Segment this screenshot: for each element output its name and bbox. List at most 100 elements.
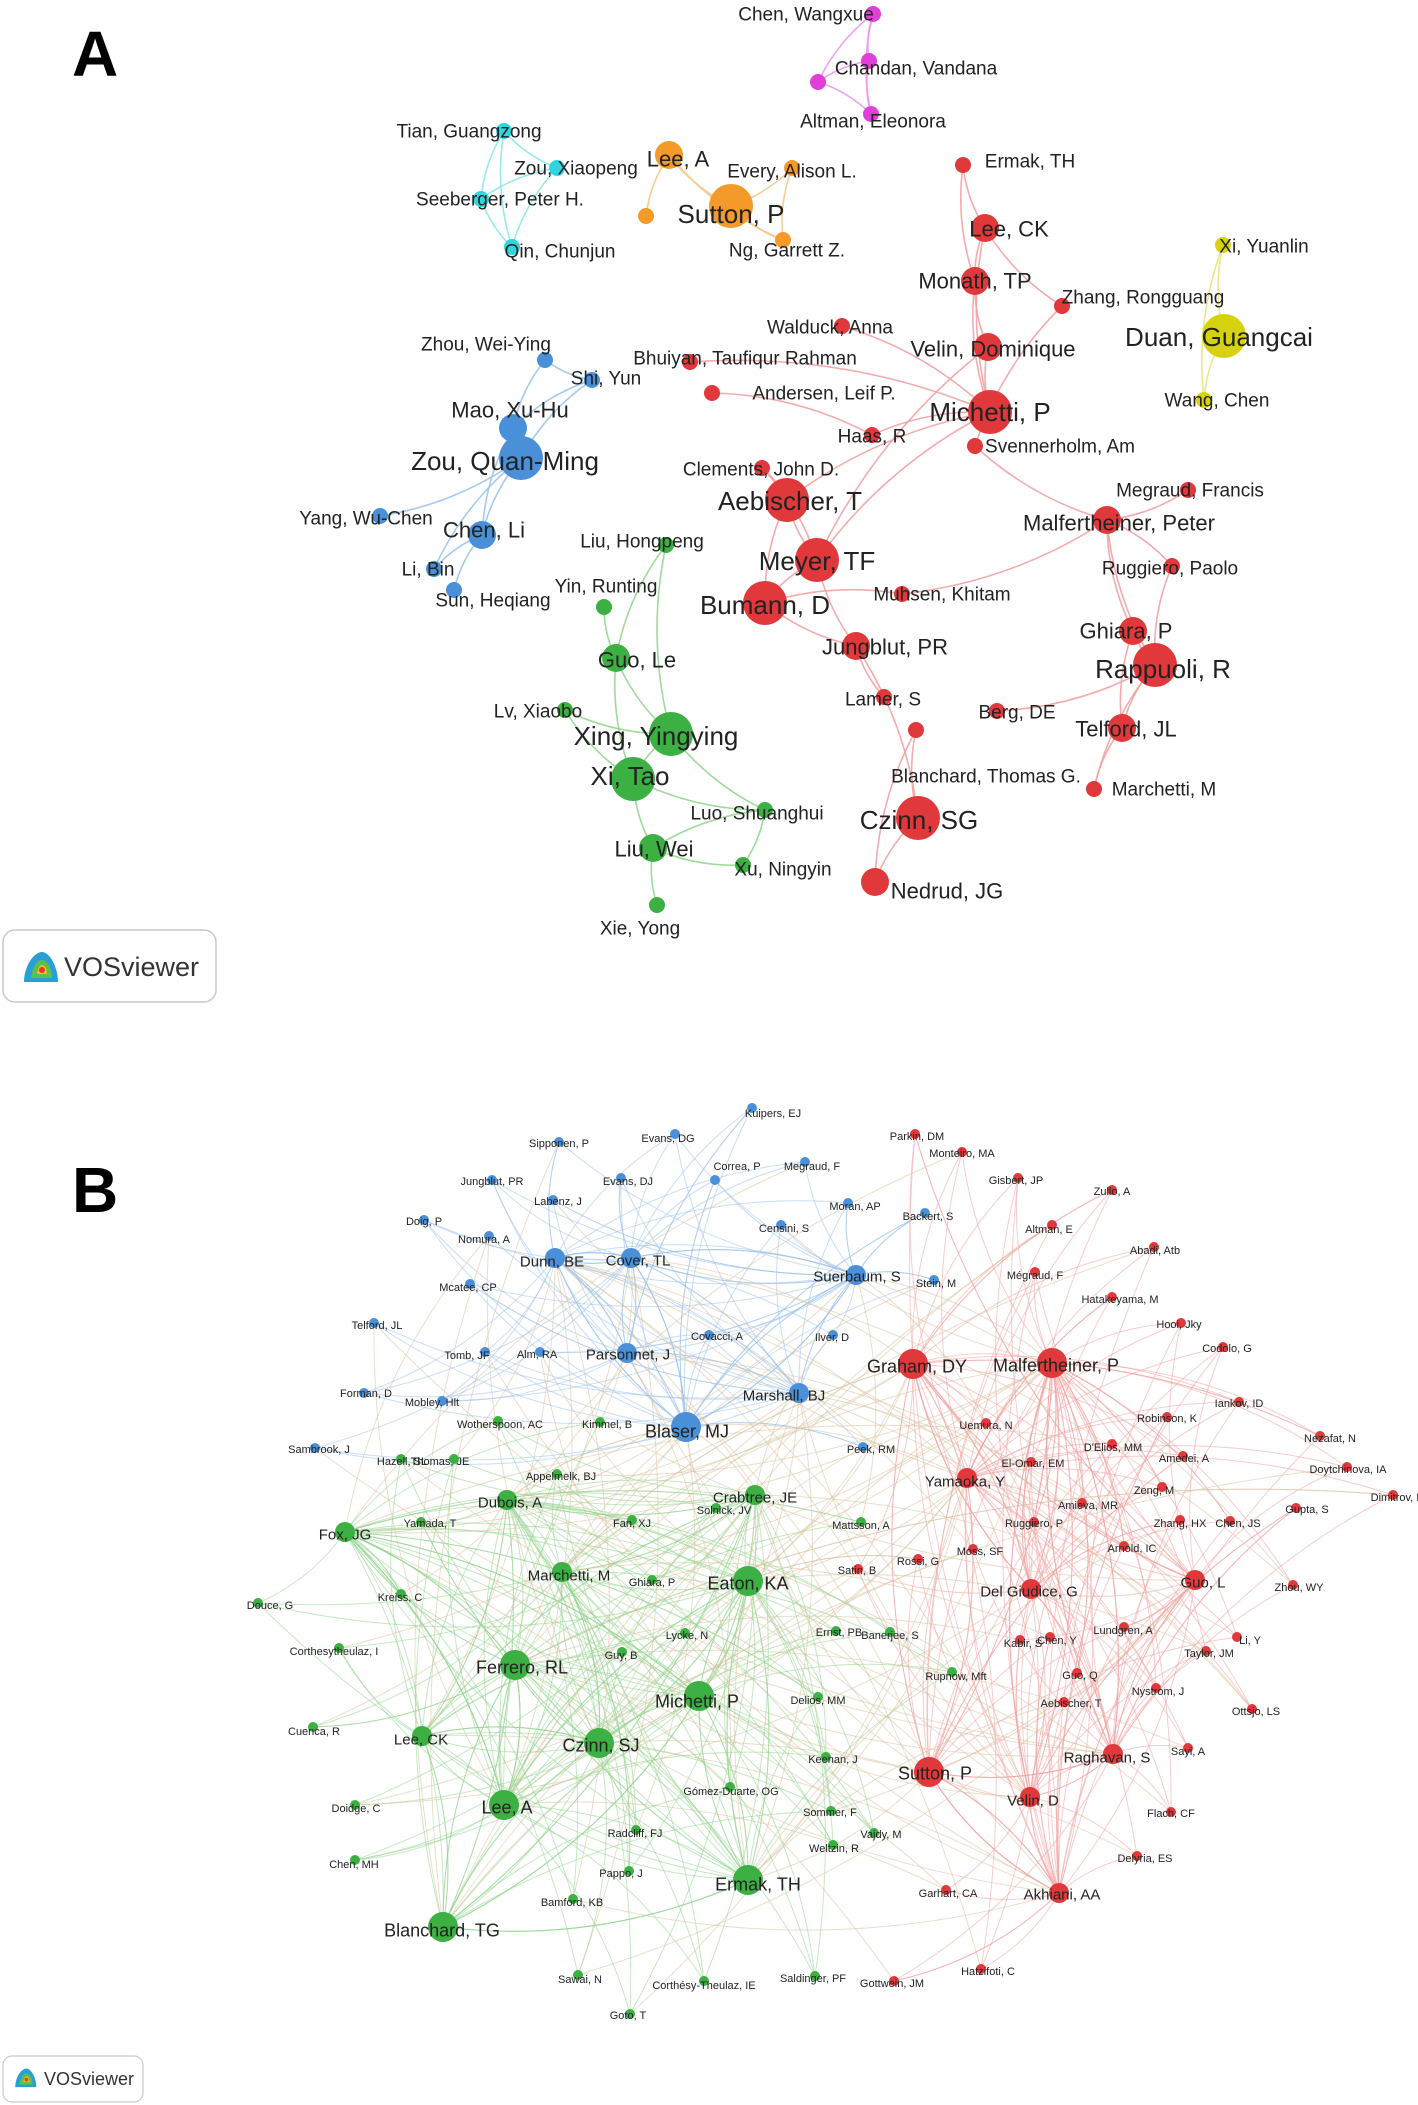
author-node [680, 1628, 690, 1638]
network-link [855, 645, 919, 819]
author-node [308, 1722, 318, 1732]
network-link [514, 1664, 731, 1788]
network-link [561, 1562, 1051, 1638]
network-link [817, 81, 872, 115]
network-link [354, 1742, 600, 1861]
author-node [704, 1330, 714, 1340]
network-link [754, 1494, 930, 1773]
author-node [1157, 1482, 1167, 1492]
network-link [491, 1179, 632, 1259]
author-node [865, 6, 881, 22]
author-label: Dimitrov, I [1371, 1492, 1418, 1504]
author-label: Lee, CK [969, 217, 1049, 242]
author-node [896, 796, 940, 840]
network-link [442, 1742, 600, 1928]
author-node [894, 586, 910, 602]
author-node [1162, 1412, 1172, 1422]
network-link [966, 1477, 1189, 1749]
network-link [1112, 1650, 1207, 1755]
network-link [698, 1695, 749, 1881]
network-link [1112, 1494, 1394, 1755]
author-node [1175, 1515, 1185, 1525]
author-node [968, 1544, 978, 1554]
author-node [1013, 1173, 1023, 1183]
network-link [598, 1742, 749, 1881]
network-link [554, 1257, 982, 1970]
network-link [1029, 1796, 1138, 1857]
author-label: Malfertheiner, Peter [1023, 511, 1215, 536]
panel-b-letter: B [72, 1154, 118, 1226]
author-node [489, 1790, 519, 1820]
author-label: Doig, P [406, 1216, 442, 1228]
network-link [514, 1615, 1021, 1666]
author-node [416, 1517, 426, 1527]
panel-a-letter: A [72, 18, 118, 90]
network-link [922, 1477, 968, 1773]
network-link [421, 1499, 508, 1737]
author-label: Covacci, A [691, 1331, 744, 1343]
author-node [947, 1667, 957, 1677]
author-label: Zou, Xiaopeng [514, 159, 638, 180]
network-link [499, 1473, 558, 1806]
author-node [1072, 1668, 1082, 1678]
author-node [711, 1503, 721, 1513]
network-link [928, 1636, 1051, 1773]
network-link [964, 1477, 1031, 1798]
author-label: Jungblut, PR [822, 635, 948, 660]
network-link [400, 1458, 756, 1506]
author-label: Zhou, Wei-Ying [421, 335, 551, 356]
network-link [421, 1735, 749, 1881]
author-label: Monteiro, MA [929, 1148, 995, 1160]
author-node [733, 1865, 763, 1895]
network-link [928, 1443, 1113, 1773]
panel-b-labels: Kuipers, EJ Evans, DG Sipponen, P Jungblut,… [247, 1108, 1418, 2022]
network-link [551, 1473, 563, 1573]
author-node [1093, 506, 1121, 534]
author-node [658, 537, 674, 553]
author-node [1185, 1570, 1205, 1590]
author-node [861, 53, 877, 69]
author-node [957, 1147, 967, 1157]
author-label: Zullo, A [1094, 1186, 1131, 1198]
network-link [344, 1531, 516, 1666]
author-node [941, 1885, 951, 1895]
network-link [1051, 1362, 1207, 1652]
network-link [344, 1420, 499, 1533]
author-label: Sutton, P [898, 1763, 972, 1783]
author-node [647, 1575, 657, 1585]
network-link [912, 1363, 1253, 1710]
author-label: Blanchard, TG [384, 1920, 500, 1940]
network-link [506, 1499, 705, 1982]
network-link [972, 1548, 1114, 1755]
network-link [912, 1363, 997, 1970]
network-link [966, 1346, 1224, 1479]
author-node [548, 1195, 558, 1205]
author-label: Saldinger, PF [780, 1973, 846, 1985]
network-link [629, 1477, 968, 2015]
network-link [556, 1473, 749, 1881]
author-node [1232, 1632, 1242, 1642]
author-label: Megraud, F [784, 1161, 841, 1173]
network-link [912, 1363, 1196, 1581]
author-node [631, 1825, 641, 1835]
author-label: Sambrook, J [288, 1444, 350, 1456]
author-label: Meyer, TF [759, 546, 876, 576]
author-label: Sutton, P [678, 199, 785, 229]
network-link [497, 1420, 756, 1496]
network-link [344, 1531, 875, 1834]
network-link [966, 1322, 1182, 1479]
author-label: Sawai, N [558, 1974, 602, 1986]
author-node [843, 1198, 853, 1208]
network-link [344, 1235, 490, 1533]
network-link [1030, 1520, 1231, 1590]
network-link [561, 1362, 1053, 1573]
author-node [1108, 714, 1136, 742]
author-label: Ermak, TH [715, 1874, 801, 1894]
network-link [390, 1458, 423, 1737]
network-link [561, 1571, 953, 1673]
author-label: Chen, JS [1215, 1518, 1260, 1530]
network-link [503, 1804, 749, 1881]
author-node [670, 1129, 680, 1139]
network-link [698, 1392, 800, 1697]
author-label: Eaton, KA [707, 1573, 788, 1593]
